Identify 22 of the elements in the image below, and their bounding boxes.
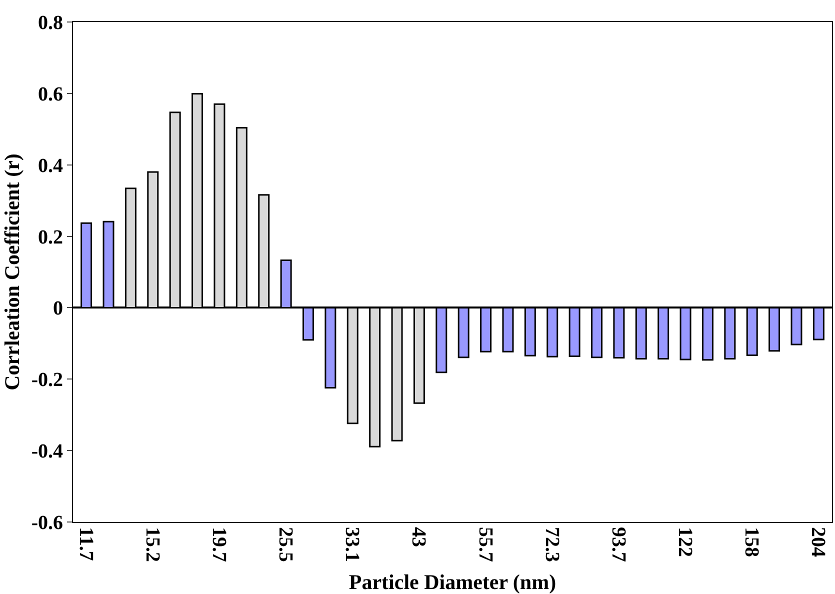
x-tick-label: 122: [674, 527, 696, 557]
y-tick-label: 0.6: [38, 83, 63, 106]
y-tick-label: -0.2: [31, 369, 63, 392]
y-tick-label: 0.8: [38, 12, 63, 34]
x-tick-label: 25.5: [274, 527, 297, 562]
x-axis-title: Particle Diameter (nm): [348, 570, 556, 594]
y-tick-label: -0.4: [31, 440, 63, 463]
x-tick-label: 19.7: [208, 527, 230, 562]
y-tick-label: 0.2: [38, 226, 63, 248]
x-tick-label: 72.3: [540, 527, 563, 562]
x-tick-label: 33.1: [341, 527, 364, 562]
x-tick-label: 43: [408, 527, 430, 547]
x-tick-label: 93.7: [607, 527, 630, 562]
x-tick-label: 11.7: [74, 527, 97, 561]
x-tick-label: 15.2: [141, 527, 164, 562]
y-axis-title: Corrleation Coefficient (r): [0, 154, 24, 390]
y-tick-label: 0.4: [38, 154, 63, 177]
x-tick-label: 158: [740, 527, 763, 557]
y-tick-label: -0.6: [31, 512, 63, 534]
x-tick-label: 204: [807, 527, 830, 557]
y-tick-label: 0: [53, 298, 63, 320]
x-tick-label: 55.7: [474, 527, 496, 562]
